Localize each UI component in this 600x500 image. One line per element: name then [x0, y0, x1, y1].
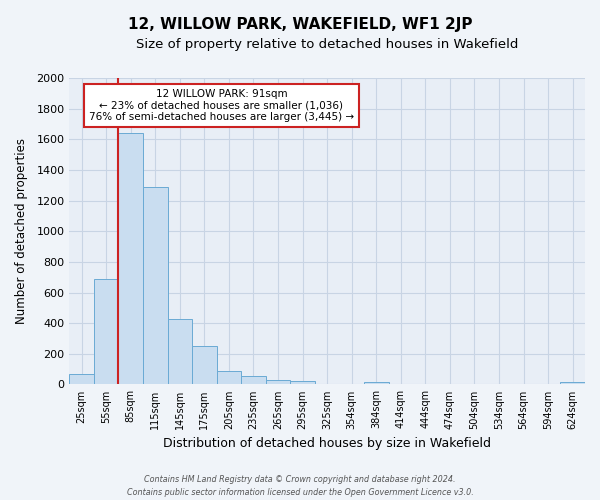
X-axis label: Distribution of detached houses by size in Wakefield: Distribution of detached houses by size …: [163, 437, 491, 450]
Bar: [266, 380, 290, 384]
Bar: [143, 187, 167, 384]
Bar: [560, 382, 585, 384]
Bar: [70, 374, 94, 384]
Text: 12, WILLOW PARK, WAKEFIELD, WF1 2JP: 12, WILLOW PARK, WAKEFIELD, WF1 2JP: [128, 18, 472, 32]
Bar: [192, 346, 217, 385]
Bar: [217, 370, 241, 384]
Bar: [364, 382, 389, 384]
Bar: [167, 318, 192, 384]
Bar: [118, 133, 143, 384]
Text: 12 WILLOW PARK: 91sqm
← 23% of detached houses are smaller (1,036)
76% of semi-d: 12 WILLOW PARK: 91sqm ← 23% of detached …: [89, 89, 354, 122]
Y-axis label: Number of detached properties: Number of detached properties: [15, 138, 28, 324]
Title: Size of property relative to detached houses in Wakefield: Size of property relative to detached ho…: [136, 38, 518, 51]
Bar: [94, 278, 118, 384]
Text: Contains HM Land Registry data © Crown copyright and database right 2024.
Contai: Contains HM Land Registry data © Crown c…: [127, 475, 473, 497]
Bar: [290, 382, 315, 384]
Bar: [241, 376, 266, 384]
